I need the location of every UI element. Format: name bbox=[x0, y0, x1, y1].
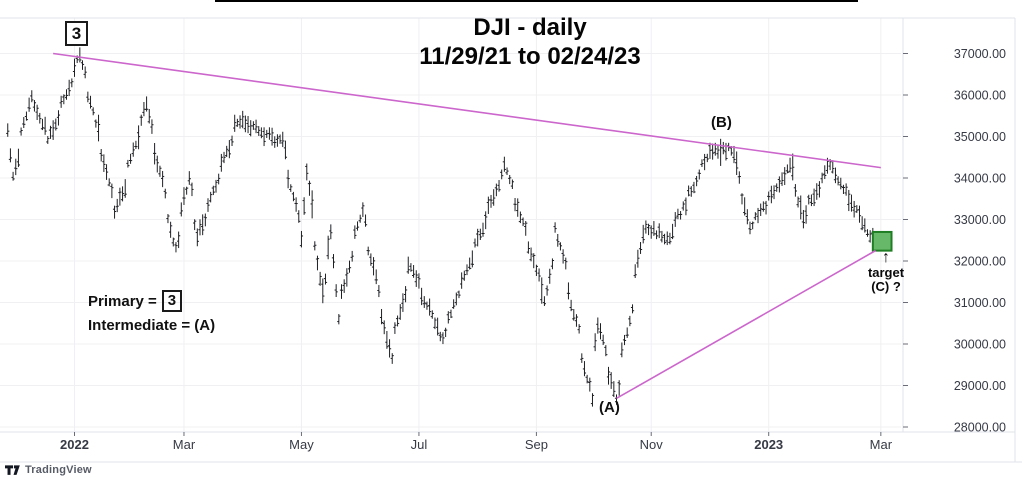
price-tick-label: 29000.00 bbox=[954, 379, 1006, 393]
upper-resistance-trendline[interactable] bbox=[53, 52, 881, 169]
chart-title: DJI - daily 11/29/21 to 02/24/23 bbox=[300, 13, 760, 71]
wave-b-label[interactable]: (B) bbox=[711, 114, 732, 131]
legend-intermediate-line: Intermediate = (A) bbox=[88, 316, 216, 334]
up-arrow-icon: ↑ bbox=[882, 249, 890, 266]
ohlc-bars bbox=[6, 47, 875, 407]
price-tick-label: 35000.00 bbox=[954, 130, 1006, 144]
axis-borders bbox=[0, 17, 1022, 463]
tradingview-logo-icon bbox=[5, 464, 20, 475]
target-annotation[interactable]: ↑ target (C) ? bbox=[843, 250, 929, 294]
chart-title-line1: DJI - daily bbox=[473, 14, 587, 41]
wave-3-badge[interactable]: 3 bbox=[65, 21, 88, 46]
legend-primary-boxed-value: 3 bbox=[161, 290, 183, 312]
time-tick-label: Jul bbox=[411, 437, 428, 452]
time-tick-label: Mar bbox=[870, 437, 893, 452]
time-tick-label: Sep bbox=[525, 437, 548, 452]
price-axis[interactable]: 37000.00 36000.00 35000.00 34000.00 33000.00… bbox=[903, 47, 1006, 435]
time-tick-label: Mar bbox=[173, 437, 196, 452]
grid-layer bbox=[0, 18, 901, 432]
price-tick-label: 34000.00 bbox=[954, 172, 1006, 186]
time-tick-label: May bbox=[289, 437, 314, 452]
price-tick-label: 36000.00 bbox=[954, 89, 1006, 103]
time-axis[interactable]: 2022 Mar May Jul Sep Nov 2023 Mar bbox=[60, 432, 893, 452]
legend-primary-line: Primary = 3 bbox=[88, 289, 215, 313]
legend-primary-prefix: Primary = bbox=[88, 292, 157, 310]
target-c-label: (C) ? bbox=[871, 279, 901, 294]
time-tick-label: Nov bbox=[640, 437, 664, 452]
wave-a-label[interactable]: (A) bbox=[599, 399, 620, 416]
time-tick-label: 2022 bbox=[60, 437, 89, 452]
lower-support-trendline[interactable] bbox=[616, 249, 876, 400]
price-tick-label: 30000.00 bbox=[954, 338, 1006, 352]
price-tick-label: 37000.00 bbox=[954, 47, 1006, 61]
price-tick-label: 33000.00 bbox=[954, 213, 1006, 227]
target-box[interactable] bbox=[871, 230, 893, 252]
time-tick-label: 2023 bbox=[754, 437, 783, 452]
target-label: target bbox=[867, 265, 905, 280]
window-edge-line bbox=[215, 0, 858, 2]
wave-legend[interactable]: Primary = 3 Intermediate = (A) bbox=[88, 289, 215, 337]
tradingview-logo-text: TradingView bbox=[25, 464, 92, 476]
price-tick-label: 32000.00 bbox=[954, 255, 1006, 269]
chart-title-line2: 11/29/21 to 02/24/23 bbox=[419, 43, 641, 70]
tradingview-logo[interactable]: TradingView bbox=[5, 464, 92, 476]
price-tick-label: 31000.00 bbox=[954, 296, 1006, 310]
price-tick-label: 28000.00 bbox=[954, 421, 1006, 435]
